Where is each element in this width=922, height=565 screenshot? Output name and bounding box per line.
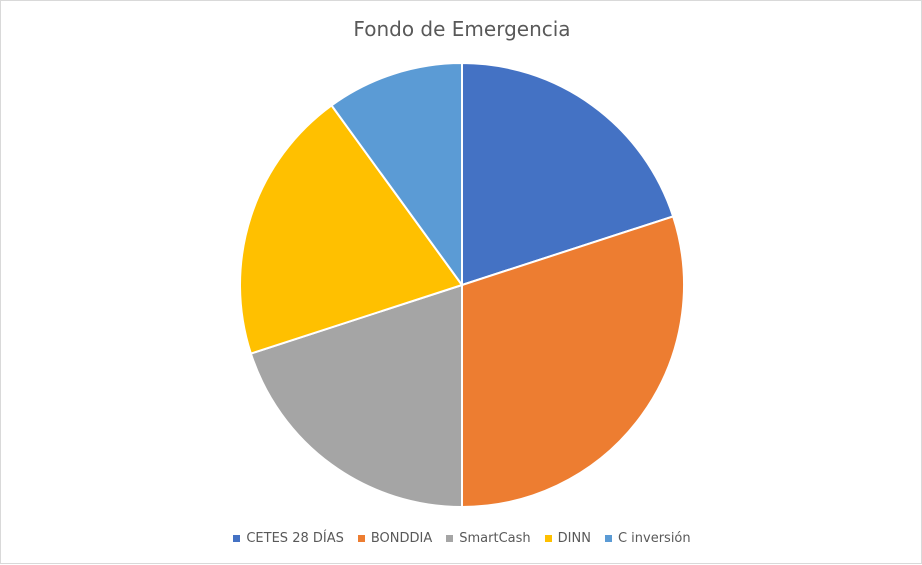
pie-slice-c-inversi-n	[330, 61, 463, 289]
legend-swatch	[604, 535, 612, 542]
legend-swatch	[544, 535, 552, 542]
pie-slice-smartcash	[249, 283, 463, 509]
legend-label: SmartCash	[459, 531, 531, 546]
legend-swatch	[446, 535, 454, 542]
pie-slice-bonddia	[461, 215, 685, 509]
legend-swatch	[233, 535, 241, 542]
pie-slice-dinn	[239, 104, 464, 355]
legend-swatch	[357, 535, 365, 542]
legend-item: C inversión	[604, 531, 691, 546]
legend-item: BONDDIA	[357, 531, 433, 546]
legend-label: C inversión	[617, 531, 691, 546]
legend-label: BONDDIA	[370, 531, 433, 546]
legend-label: DINN	[557, 531, 591, 546]
pie-slice-cetes-28-d-as	[461, 61, 675, 287]
legend-item: DINN	[544, 531, 591, 546]
legend: CETES 28 DÍAS BONDDIA SmartCash DINN C inver…	[1, 531, 922, 546]
legend-label: CETES 28 DÍAS	[246, 531, 344, 546]
chart-title: Fondo de Emergencia	[353, 17, 571, 41]
legend-item: CETES 28 DÍAS	[233, 531, 344, 546]
legend-item: SmartCash	[446, 531, 531, 546]
